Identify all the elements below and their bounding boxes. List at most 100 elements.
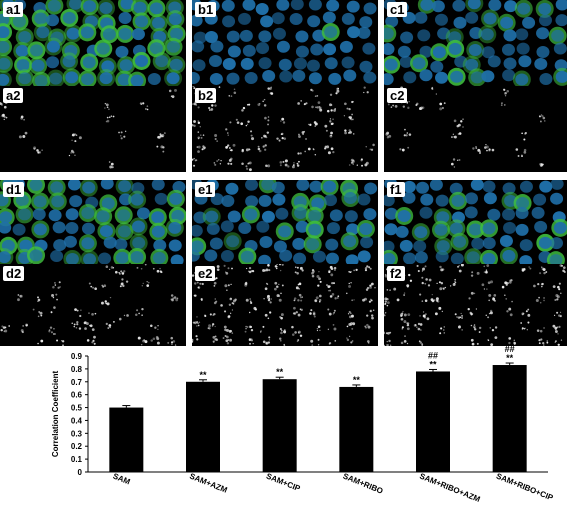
fluorescent-spot — [487, 316, 490, 319]
y-tick-label: 0.5 — [71, 404, 83, 413]
fluorescent-spot — [264, 313, 268, 317]
fluorescent-spot — [264, 148, 267, 151]
nucleus — [65, 208, 79, 221]
nucleus — [403, 252, 417, 264]
fluorescent-spot — [278, 294, 280, 296]
fluorescent-spot — [174, 88, 177, 92]
fluorescent-spot — [327, 308, 330, 311]
fluorescent-spot — [249, 338, 253, 342]
fluorescent-spot — [468, 297, 471, 300]
fluorescent-spot — [403, 292, 406, 294]
nucleus — [429, 180, 443, 191]
nucleus — [272, 27, 286, 40]
fluorescent-spot — [213, 284, 216, 287]
nucleus — [192, 240, 204, 253]
fluorescent-spot — [485, 314, 487, 316]
fluorescent-spot — [525, 310, 528, 313]
fluorescent-spot — [106, 302, 110, 306]
fluorescent-spot — [348, 164, 351, 166]
nucleus — [413, 240, 427, 253]
fluorescent-spot — [385, 332, 388, 335]
fluorescent-spot — [508, 341, 511, 345]
fluorescent-spot — [267, 317, 270, 320]
fluorescent-spot — [543, 327, 545, 329]
fluorescent-spot — [242, 106, 246, 110]
nucleus — [384, 27, 394, 40]
nucleus — [431, 0, 445, 13]
fluorescent-spot — [417, 270, 420, 273]
fluorescent-spot — [318, 271, 320, 273]
fluorescent-spot — [311, 344, 314, 346]
fluorescent-spot — [455, 282, 457, 284]
fluorescent-spot — [452, 158, 456, 161]
fluorescent-spot — [40, 339, 44, 343]
nucleus — [130, 74, 144, 86]
fluorescent-spot — [227, 267, 230, 270]
fluorescent-spot — [317, 325, 321, 328]
fluorescent-spot — [425, 278, 428, 281]
nucleus — [147, 72, 161, 85]
fluorescent-spot — [394, 104, 398, 108]
fluorescent-spot — [248, 168, 252, 172]
fluorescent-spot — [367, 325, 371, 329]
fluorescent-spot — [541, 282, 544, 286]
fluorescent-spot — [260, 330, 262, 332]
fluorescent-spot — [406, 323, 410, 327]
fluorescent-spot — [405, 134, 408, 137]
fluorescent-spot — [257, 147, 261, 151]
nucleus — [385, 15, 399, 28]
fluorescent-spot — [287, 165, 290, 168]
fluorescent-spot — [444, 286, 447, 289]
fluorescent-spot — [501, 285, 505, 289]
fluorescent-spot — [421, 343, 424, 346]
fluorescent-spot — [471, 342, 475, 346]
fluorescent-spot — [479, 150, 481, 152]
nucleus — [434, 223, 448, 236]
nucleus — [343, 192, 357, 205]
nucleus — [343, 69, 357, 82]
fluorescent-spot — [555, 340, 557, 342]
nucleus — [468, 44, 482, 57]
fluorescent-spot — [140, 103, 143, 105]
nucleus — [384, 43, 395, 56]
nucleus — [483, 12, 497, 25]
fluorescent-spot — [318, 277, 321, 281]
fluorescent-spot — [279, 327, 282, 331]
fluorescent-spot — [140, 343, 143, 346]
fluorescent-spot — [214, 335, 217, 338]
fluorescent-spot — [521, 313, 524, 316]
fluorescent-spot — [513, 343, 516, 345]
fluorescent-spot — [141, 285, 143, 287]
fluorescent-spot — [509, 313, 513, 317]
nucleus — [326, 222, 340, 235]
fluorescent-spot — [226, 289, 228, 291]
fluorescent-spot — [424, 265, 427, 268]
fluorescent-spot — [470, 324, 473, 327]
fluorescent-spot — [431, 88, 434, 90]
fluorescent-spot — [215, 300, 218, 303]
nucleus — [502, 69, 516, 82]
fluorescent-spot — [118, 317, 122, 321]
fluorescent-spot — [346, 337, 348, 339]
fluorescent-spot — [210, 108, 214, 111]
fluorescent-spot — [364, 267, 368, 270]
micrograph-a2: a2 — [0, 86, 186, 172]
fluorescent-spot — [216, 160, 218, 162]
fluorescent-spot — [369, 267, 372, 270]
fluorescent-spot — [71, 139, 73, 142]
nucleus — [325, 252, 339, 264]
nucleus — [261, 180, 275, 191]
fluorescent-spot — [386, 131, 390, 135]
fluorescent-spot — [408, 273, 411, 277]
nucleus — [222, 58, 236, 71]
fluorescent-spot — [390, 106, 393, 108]
fluorescent-spot — [248, 148, 251, 151]
fluorescent-spot — [219, 163, 222, 165]
nucleus — [453, 235, 467, 248]
fluorescent-spot — [249, 325, 253, 329]
fluorescent-spot — [110, 266, 114, 269]
fluorescent-spot — [317, 101, 321, 104]
fluorescent-spot — [536, 329, 540, 332]
nucleus — [357, 26, 371, 39]
fluorescent-spot — [452, 283, 456, 286]
